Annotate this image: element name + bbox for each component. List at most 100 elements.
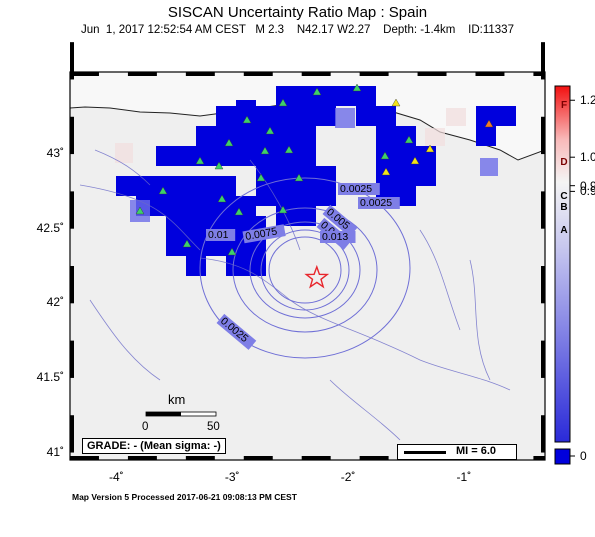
- ratio-cell: [186, 216, 206, 236]
- ratio-cell: [276, 146, 296, 166]
- frame-tick: [533, 72, 545, 76]
- ratio-cell: [166, 236, 186, 256]
- frame-tick: [70, 266, 74, 304]
- ratio-cell: [396, 146, 416, 166]
- ratio-cell: [496, 106, 516, 126]
- frame-tick: [70, 456, 99, 460]
- ratio-cell: [276, 86, 296, 106]
- station-triangle: [260, 146, 270, 155]
- mi-legend: MI = 6.0: [397, 444, 517, 460]
- frame-tick: [127, 72, 157, 76]
- stations: [135, 83, 494, 256]
- station-triangle: [352, 83, 362, 92]
- frame-tick: [475, 72, 505, 76]
- svg-text:0.013: 0.013: [322, 231, 348, 243]
- frame-tick: [70, 415, 74, 453]
- station-triangle: [227, 247, 237, 256]
- longitude-label: -3˚: [224, 470, 240, 484]
- colorbar-value-label: 0.9: [580, 184, 595, 199]
- colorbar-value-label: 1.0: [580, 150, 595, 165]
- ratio-cell: [316, 186, 336, 206]
- station-triangle: [256, 173, 266, 182]
- station-triangle: [158, 186, 168, 195]
- frame-ticks: [70, 42, 545, 460]
- latitude-label: 43˚: [46, 146, 64, 161]
- longitude-label: -2˚: [340, 470, 356, 484]
- frame-tick: [127, 456, 157, 460]
- station-triangle: [391, 98, 401, 107]
- frame-tick: [243, 456, 273, 460]
- ratio-cell: [176, 196, 196, 216]
- frame-tick: [243, 72, 273, 76]
- colorbar-value-label: 1.2: [580, 93, 595, 108]
- ratio-cell: [376, 126, 396, 146]
- ratio-cell: [356, 106, 376, 126]
- station-triangle: [284, 145, 294, 154]
- contour-label: 0.0025: [358, 197, 400, 209]
- station-triangle: [278, 98, 288, 107]
- ratio-cell: [216, 176, 236, 196]
- ratio-cell: [216, 196, 236, 216]
- colorbar: [554, 85, 571, 443]
- mi-label: MI = 6.0: [456, 445, 497, 457]
- frame-tick: [541, 340, 545, 378]
- ratio-cell: [216, 126, 236, 146]
- ratio-cell: [156, 146, 176, 166]
- frame-tick: [541, 266, 545, 304]
- mi-line: [404, 451, 446, 454]
- colorbar-ticks: [570, 99, 575, 457]
- colorbar-grade-letter: B: [560, 202, 568, 214]
- scale-title: km: [168, 392, 186, 407]
- ratio-cell: [296, 186, 316, 206]
- station-triangle: [217, 194, 227, 203]
- grade-box: GRADE: - (Mean sigma: -): [82, 438, 226, 454]
- latitude-label: 42˚: [46, 295, 64, 310]
- station-triangle: [195, 156, 205, 165]
- station-triangle: [234, 207, 244, 216]
- svg-text:0.0025: 0.0025: [340, 183, 372, 195]
- processing-footer: Map Version 5 Processed 2017-06-21 09:08…: [72, 492, 297, 502]
- ratio-cell: [316, 86, 336, 106]
- frame-tick: [541, 42, 545, 80]
- scale-tick-50: 50: [207, 421, 220, 433]
- scale-bar: [145, 411, 217, 417]
- ratio-cell: [396, 186, 416, 206]
- frame-tick: [359, 456, 389, 460]
- frame-tick: [541, 116, 545, 155]
- low-ratio-tint-cells: [115, 108, 466, 163]
- ratio-cell: [136, 176, 156, 196]
- ratio-cell: [196, 176, 216, 196]
- latitude-label: 41.5˚: [36, 369, 64, 384]
- colorbar-grade-letter: D: [560, 156, 568, 168]
- station-triangle: [242, 115, 252, 124]
- ratio-cell: [316, 166, 336, 186]
- station-triangle: [484, 119, 494, 128]
- ratio-cell: [476, 126, 496, 146]
- ratio-cell: [376, 166, 396, 186]
- contour-label: 0.01: [206, 229, 236, 241]
- ratio-cell: [236, 196, 256, 216]
- frame-tick: [417, 72, 447, 76]
- station-triangle: [224, 138, 234, 147]
- ratio-cell: [276, 166, 296, 186]
- ratio-cell: [186, 256, 206, 276]
- contour-label: 0.0075: [242, 224, 286, 244]
- ratio-cell: [116, 176, 136, 196]
- ratio-cell: [216, 146, 236, 166]
- ratio-cell: [316, 106, 336, 126]
- ratio-cell: [156, 196, 176, 216]
- ratio-cell: [296, 106, 316, 126]
- ratio-cell: [296, 86, 316, 106]
- ratio-grid-light-cells: [130, 108, 498, 222]
- station-triangle: [425, 144, 435, 153]
- ratio-cell: [256, 106, 276, 126]
- ratio-cell: [196, 126, 216, 146]
- ratio-cell: [236, 146, 256, 166]
- ratio-cell: [416, 146, 436, 166]
- ratio-cell: [216, 106, 236, 126]
- latitude-label: 42.5˚: [36, 220, 64, 235]
- colorbar-value-label: 0.9: [580, 178, 595, 193]
- contour-label: 0.013: [320, 231, 356, 243]
- colorbar-min-swatch: [554, 448, 571, 465]
